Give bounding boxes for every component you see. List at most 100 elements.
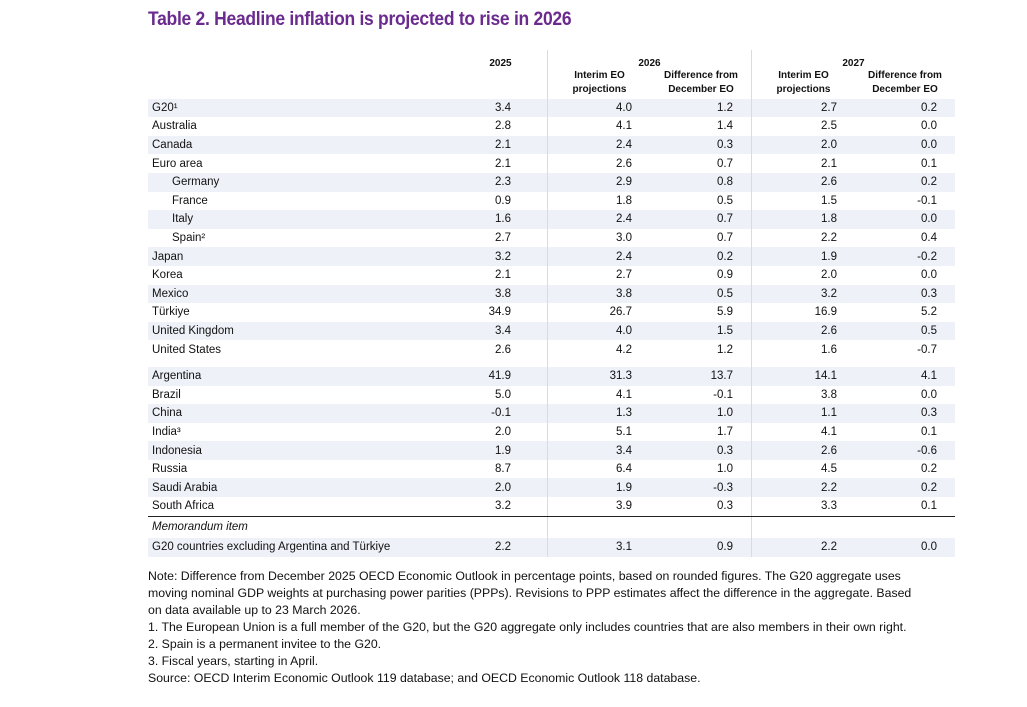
table-row: Italy 1.6 2.4 0.7 1.8 0.0 (148, 210, 955, 229)
table-row: Indonesia 1.9 3.4 0.3 2.6 -0.6 (148, 441, 955, 460)
row-label: G20 countries excluding Argentina and Tü… (148, 538, 454, 557)
cell-value: 0.0 (855, 538, 955, 557)
cell-value: 0.2 (921, 463, 937, 476)
cell-value: 1.6 (751, 340, 855, 359)
cell-value: -0.7 (917, 343, 937, 356)
header-blank (454, 69, 548, 99)
cell-value: 2.2 (454, 538, 548, 557)
cell-value: 3.2 (454, 497, 548, 517)
cell-value: 0.0 (855, 210, 955, 229)
cell-value: 2.1 (751, 154, 855, 173)
cell-value: -0.1 (917, 194, 937, 207)
cell-value: 1.0 (717, 463, 733, 476)
cell-value: 0.1 (921, 425, 937, 438)
row-label: Türkiye (152, 306, 190, 319)
cell-value: 1.8 (547, 191, 651, 211)
row-label: Korea (152, 269, 183, 282)
cell-value: 0.2 (855, 172, 955, 192)
cell-value: 0.3 (651, 135, 752, 155)
cell-value: 0.3 (651, 497, 752, 517)
cell-value: 26.7 (547, 303, 651, 322)
row-label: Japan (148, 247, 454, 266)
cell-value: 0.4 (921, 232, 937, 245)
header-text: Interim EO projections (572, 69, 627, 95)
row-label: Mexico (148, 284, 454, 304)
cell-value: 0.9 (717, 269, 733, 282)
cell-value: 0.0 (921, 388, 937, 401)
cell-value: 1.1 (751, 404, 855, 423)
cell-value: 4.0 (547, 98, 651, 118)
row-label: Germany (148, 172, 454, 192)
cell-value: 2.1 (495, 157, 511, 170)
cell-value: 2.9 (547, 172, 651, 192)
cell-value: 0.5 (717, 194, 733, 207)
cell-value: 1.5 (751, 191, 855, 211)
row-label: Indonesia (148, 441, 454, 460)
cell-value: 2.2 (751, 228, 855, 248)
cell-value: 5.1 (547, 422, 651, 442)
cell-value: 2.6 (751, 321, 855, 341)
header-2025: 2025 (489, 57, 512, 69)
header-2027-interim: Interim EO projections (751, 68, 855, 99)
cell-value: 0.5 (651, 284, 752, 304)
cell-value: 1.9 (454, 441, 548, 460)
cell-value: 0.0 (855, 135, 955, 155)
table-body: G20¹ 3.4 4.0 1.2 2.7 0.2 Australia 2.8 4.1 1.4 2.5… (148, 98, 955, 557)
table-row: Türkiye 34.9 26.7 5.9 16.9 5.2 (148, 303, 955, 322)
row-label: Brazil (152, 388, 181, 401)
cell-value: 2.7 (751, 98, 855, 118)
table-row: Brazil 5.0 4.1 -0.1 3.8 0.0 (148, 385, 955, 405)
cell-value: 1.2 (717, 343, 733, 356)
table-row: South Africa 3.2 3.9 0.3 3.3 0.1 (148, 497, 955, 517)
inflation-table: 2025 2026 2027 Interim EO projections Di… (148, 50, 955, 557)
table-notes: Note: Difference from December 2025 OECD… (148, 568, 928, 687)
cell-value: 3.9 (547, 497, 651, 517)
cell-value: 5.0 (495, 388, 511, 401)
row-label: Spain² (172, 232, 206, 245)
table-row: Japan 3.2 2.4 0.2 1.9 -0.2 (148, 247, 955, 266)
cell-value: 4.1 (751, 422, 855, 442)
cell-value: 2.6 (751, 172, 855, 192)
cell-value: 14.1 (751, 366, 855, 386)
cell-value: 5.2 (921, 306, 937, 319)
cell-value: 0.3 (651, 441, 752, 460)
cell-value: 0.2 (855, 98, 955, 118)
table-row: Canada 2.1 2.4 0.3 2.0 0.0 (148, 135, 955, 155)
cell-value: 3.4 (547, 441, 651, 460)
table-row: G20 countries excluding Argentina and Tü… (148, 538, 955, 557)
row-label: Russia (152, 463, 188, 476)
row-label: Italy (148, 210, 454, 229)
cell-value: 4.2 (547, 340, 651, 359)
table-row: Russia 8.7 6.4 1.0 4.5 0.2 (148, 459, 955, 479)
footnote-1: 1. The European Union is a full member o… (148, 620, 907, 634)
cell-value: 3.2 (454, 247, 548, 266)
cell-value: 0.3 (855, 404, 955, 423)
cell-value: -0.3 (651, 478, 752, 498)
header-2027: 2027 (751, 50, 955, 69)
cell-value: 2.4 (547, 210, 651, 229)
cell-value: 2.1 (495, 269, 511, 282)
cell-value: 0.0 (921, 120, 937, 133)
cell-value: 0.7 (651, 210, 752, 229)
table-row: United States 2.6 4.2 1.2 1.6 -0.7 (148, 340, 955, 359)
cell-value: 3.3 (751, 497, 855, 517)
header-blank (148, 69, 454, 99)
cell-value: 2.0 (751, 135, 855, 155)
cell-value: 2.6 (751, 441, 855, 460)
table-title: Table 2. Headline inflation is projected… (148, 9, 572, 30)
footnote-3: 3. Fiscal years, starting in April. (148, 654, 319, 668)
table-row: Germany 2.3 2.9 0.8 2.6 0.2 (148, 172, 955, 192)
cell-value: 4.1 (547, 117, 651, 136)
cell-value: 1.5 (651, 321, 752, 341)
cell-value: 3.1 (547, 538, 651, 557)
header-2026: 2026 (547, 50, 752, 69)
cell-value: 2.4 (547, 247, 651, 266)
table-row: Argentina 41.9 31.3 13.7 14.1 4.1 (148, 366, 955, 386)
cell-value: 1.9 (547, 478, 651, 498)
cell-value: 0.0 (921, 269, 937, 282)
cell-value: 31.3 (547, 366, 651, 386)
cell-value: -0.1 (454, 404, 548, 423)
table-row: Mexico 3.8 3.8 0.5 3.2 0.3 (148, 284, 955, 304)
cell-value: 6.4 (547, 459, 651, 479)
row-label: United States (152, 343, 222, 356)
